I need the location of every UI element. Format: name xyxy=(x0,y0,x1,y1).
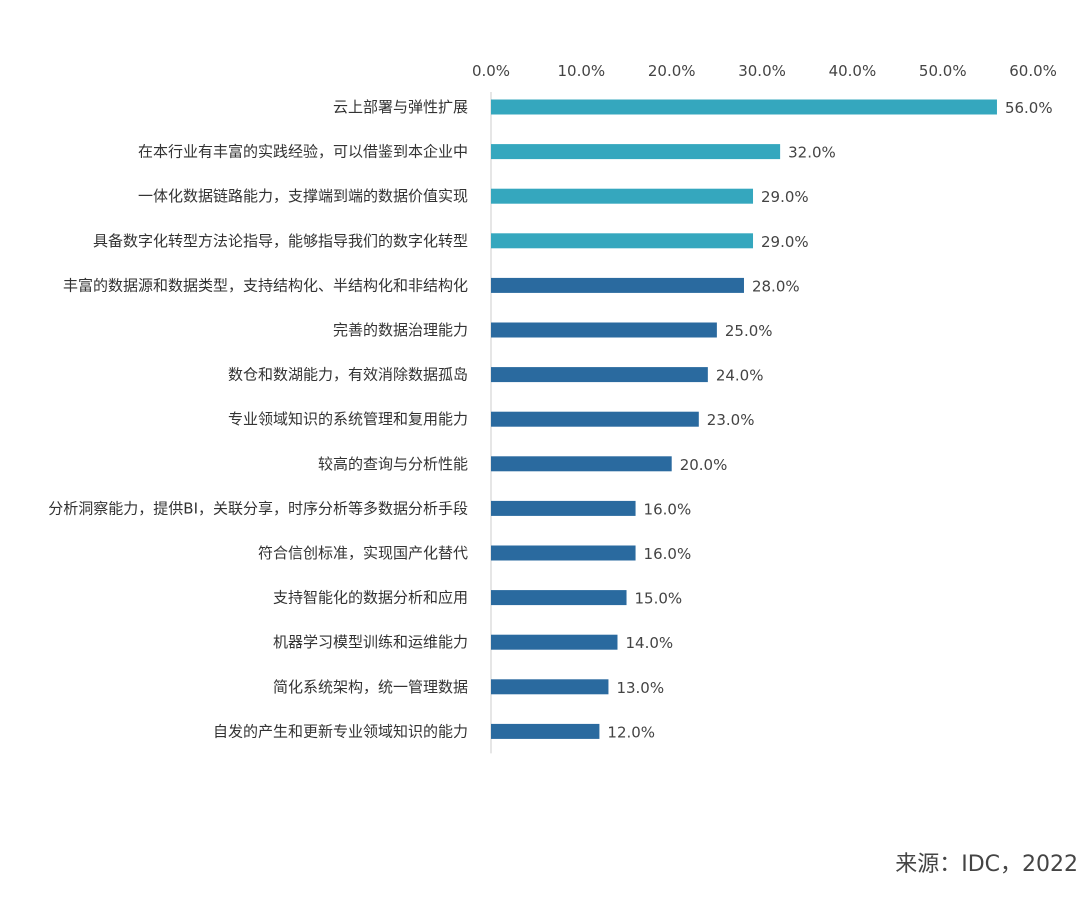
bar xyxy=(491,411,699,427)
bar xyxy=(491,99,997,115)
bar xyxy=(491,500,636,516)
value-label: 14.0% xyxy=(625,634,673,652)
x-tick-label: 0.0% xyxy=(472,62,510,80)
category-label: 数仓和数湖能力，有效消除数据孤岛 xyxy=(228,366,468,384)
value-label: 16.0% xyxy=(644,500,692,518)
bar xyxy=(491,590,627,606)
bar xyxy=(491,233,754,249)
category-label: 完善的数据治理能力 xyxy=(333,321,468,339)
value-label: 13.0% xyxy=(616,679,664,697)
bar xyxy=(491,679,609,695)
bar xyxy=(491,144,781,160)
value-label: 20.0% xyxy=(680,456,728,474)
category-label: 一体化数据链路能力，支撑端到端的数据价值实现 xyxy=(138,187,468,205)
value-label: 23.0% xyxy=(707,411,755,429)
category-label: 支持智能化的数据分析和应用 xyxy=(273,589,468,607)
category-label: 丰富的数据源和数据类型，支持结构化、半结构化和非结构化 xyxy=(63,276,468,294)
bar xyxy=(491,367,708,383)
value-label: 28.0% xyxy=(752,277,800,295)
bar xyxy=(491,634,618,650)
bar xyxy=(491,277,744,293)
value-label: 15.0% xyxy=(635,590,683,608)
x-tick-label: 40.0% xyxy=(829,62,877,80)
category-label: 自发的产生和更新专业领域知识的能力 xyxy=(213,722,468,740)
value-label: 25.0% xyxy=(725,322,773,340)
value-label: 24.0% xyxy=(716,367,764,385)
value-labels: 56.0% 32.0% 29.0% 29.0% 28.0% 25.0% 24.0% 23.0%… xyxy=(607,99,1052,741)
bar xyxy=(491,456,672,472)
value-label: 29.0% xyxy=(761,233,809,251)
category-label: 机器学习模型训练和运维能力 xyxy=(273,633,468,651)
category-label: 具备数字化转型方法论指导，能够指导我们的数字化转型 xyxy=(93,232,468,250)
bar xyxy=(491,545,636,561)
value-label: 29.0% xyxy=(761,188,809,206)
category-label: 专业领域知识的系统管理和复用能力 xyxy=(228,410,468,428)
category-label: 简化系统架构，统一管理数据 xyxy=(273,678,468,696)
category-label: 在本行业有丰富的实践经验，可以借鉴到本企业中 xyxy=(138,143,468,161)
x-tick-label: 60.0% xyxy=(1009,62,1057,80)
x-tick-label: 30.0% xyxy=(738,62,786,80)
category-label: 分析洞察能力，提供BI，关联分享，时序分析等多数据分析手段 xyxy=(48,499,468,517)
category-label: 云上部署与弹性扩展 xyxy=(333,98,468,116)
value-label: 56.0% xyxy=(1005,99,1053,117)
bar xyxy=(491,188,754,204)
category-label: 符合信创标准，实现国产化替代 xyxy=(258,544,468,562)
value-label: 16.0% xyxy=(644,545,692,563)
category-labels: 云上部署与弹性扩展在本行业有丰富的实践经验，可以借鉴到本企业中一体化数据链路能力… xyxy=(48,98,468,740)
bar xyxy=(491,723,600,739)
source-note: 来源：IDC，2022 xyxy=(895,852,1078,877)
bars xyxy=(491,99,997,739)
bar xyxy=(491,322,717,338)
category-label: 较高的查询与分析性能 xyxy=(318,455,468,473)
x-tick-label: 10.0% xyxy=(558,62,606,80)
value-label: 12.0% xyxy=(607,723,655,741)
value-label: 32.0% xyxy=(788,144,836,162)
x-axis-ticks: 0.0% 10.0% 20.0% 30.0% 40.0% 50.0% 60.0% xyxy=(472,62,1057,80)
x-tick-label: 50.0% xyxy=(919,62,967,80)
x-tick-label: 20.0% xyxy=(648,62,696,80)
